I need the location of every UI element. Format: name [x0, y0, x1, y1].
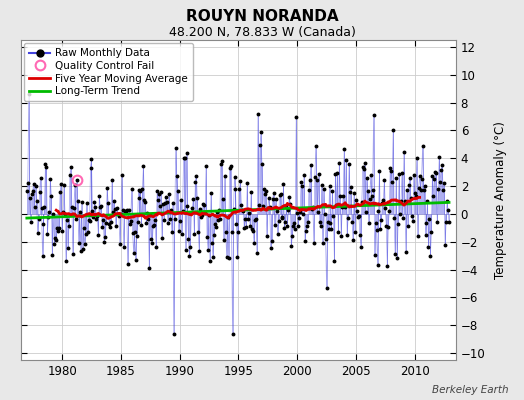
Text: Berkeley Earth: Berkeley Earth — [432, 385, 508, 395]
Legend: Raw Monthly Data, Quality Control Fail, Five Year Moving Average, Long-Term Tren: Raw Monthly Data, Quality Control Fail, … — [24, 43, 193, 101]
Text: ROUYN NORANDA: ROUYN NORANDA — [185, 9, 339, 24]
Text: 48.200 N, 78.833 W (Canada): 48.200 N, 78.833 W (Canada) — [169, 26, 355, 39]
Y-axis label: Temperature Anomaly (°C): Temperature Anomaly (°C) — [494, 121, 507, 279]
